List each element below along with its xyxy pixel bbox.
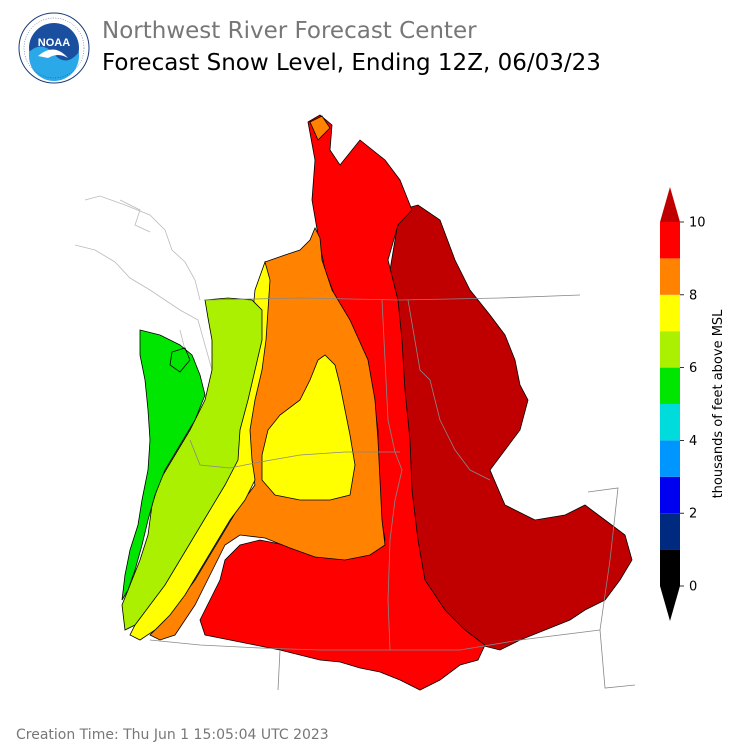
region-6-7 <box>121 297 263 631</box>
political-boundaries <box>149 294 636 691</box>
colorbar-band <box>660 549 680 586</box>
colorbar-band <box>660 513 680 550</box>
colorbar-label: thousands of feet above MSL <box>711 309 726 499</box>
colorbar: 0 2 4 6 8 10 thousands of feet above MSL <box>660 187 726 621</box>
colorbar-tick-label: 4 <box>689 434 697 449</box>
colorbar-band <box>660 331 680 368</box>
colorbar-under-arrow <box>660 586 680 621</box>
colorbar-tick-label: 2 <box>689 507 697 522</box>
colorbar-over-arrow <box>660 187 680 222</box>
colorbar-tick-label: 6 <box>689 361 697 376</box>
colorbar-band <box>660 367 680 404</box>
logo-text: NOAA <box>38 37 70 49</box>
map-title: Forecast Snow Level, Ending 12Z, 06/03/2… <box>102 50 601 76</box>
colorbar-band <box>660 258 680 295</box>
colorbar-band <box>660 440 680 477</box>
colorbar-band <box>660 222 680 259</box>
colorbar-tick-label: 0 <box>689 580 697 595</box>
region-5-6 <box>121 329 206 601</box>
colorbar-tick-label: 8 <box>689 288 697 303</box>
noaa-logo: NOAA <box>18 12 90 84</box>
colorbar-band <box>660 404 680 441</box>
colorbar-band <box>660 476 680 514</box>
org-name: Northwest River Forecast Center <box>102 18 477 44</box>
colorbar-band <box>660 294 680 332</box>
creation-time: Creation Time: Thu Jun 1 15:05:04 UTC 20… <box>16 727 329 743</box>
colorbar-tick-label: 10 <box>689 216 706 231</box>
coastline-outline <box>74 195 213 371</box>
